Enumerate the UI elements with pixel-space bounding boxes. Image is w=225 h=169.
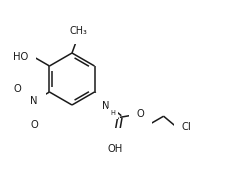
Text: O: O	[13, 84, 21, 94]
Text: N: N	[30, 96, 38, 106]
Text: O: O	[30, 120, 38, 130]
Text: HO: HO	[13, 52, 28, 62]
Text: O: O	[112, 136, 119, 146]
Text: O: O	[137, 109, 144, 119]
Text: Cl: Cl	[182, 122, 191, 132]
Text: H: H	[110, 110, 115, 116]
Text: CH₃: CH₃	[70, 26, 88, 36]
Text: N: N	[102, 101, 110, 111]
Text: OH: OH	[108, 144, 123, 154]
Text: H: H	[113, 145, 118, 151]
